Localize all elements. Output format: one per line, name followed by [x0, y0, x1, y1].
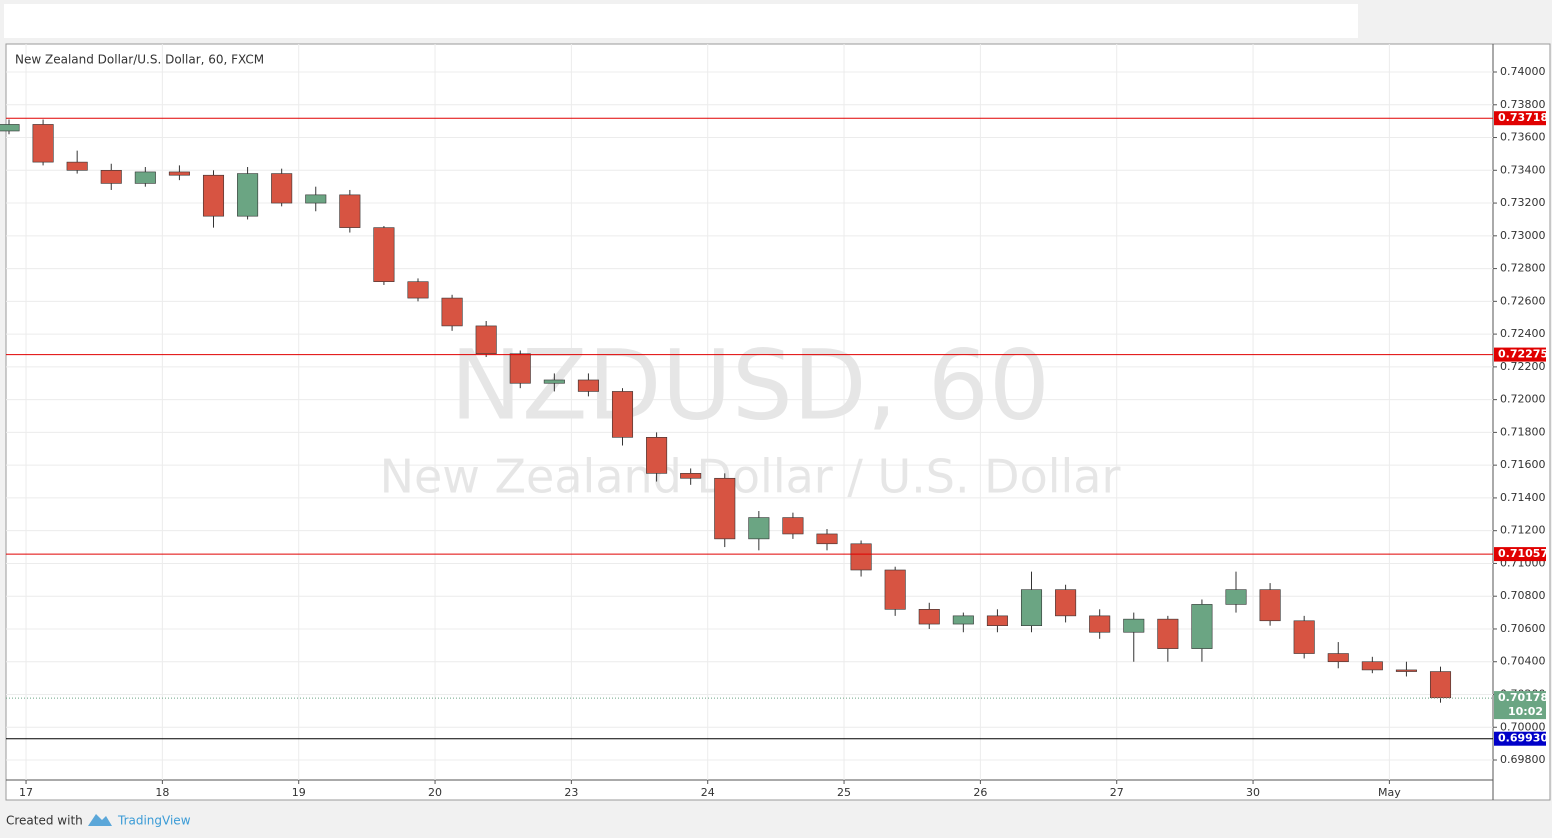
y-tick-label: 0.71400: [1500, 491, 1546, 504]
level-label: 0.71057: [1498, 547, 1548, 560]
candle-body: [0, 124, 20, 132]
candle-body: [441, 297, 463, 327]
candle-body: [32, 124, 54, 163]
y-tick-label: 0.74000: [1500, 65, 1546, 78]
y-tick-label: 0.71800: [1500, 425, 1546, 438]
y-tick-label: 0.72800: [1500, 262, 1546, 275]
candle-body: [407, 281, 429, 299]
tradingview-logo[interactable]: [88, 814, 112, 826]
x-tick-label: 27: [1110, 786, 1124, 799]
candle-body: [373, 227, 395, 282]
candle-body: [1293, 620, 1315, 654]
y-tick-label: 0.73200: [1500, 196, 1546, 209]
level-label: 0.69930: [1498, 732, 1548, 745]
candle-body: [271, 173, 293, 204]
candle-body: [952, 615, 974, 625]
y-tick-label: 0.72600: [1500, 294, 1546, 307]
candle-body: [1020, 589, 1043, 626]
y-tick-label: 0.71200: [1500, 524, 1546, 537]
x-tick-label: 25: [837, 786, 851, 799]
candle-body: [1123, 618, 1145, 633]
y-tick-label: 0.70600: [1500, 622, 1546, 635]
countdown: 10:02: [1508, 705, 1543, 718]
candle-body: [1191, 604, 1213, 649]
candle-body: [339, 194, 361, 228]
candle-body: [202, 174, 225, 217]
candle-body: [680, 473, 702, 479]
x-tick-label: 26: [973, 786, 987, 799]
candle-body: [1089, 615, 1111, 633]
y-tick-label: 0.70400: [1500, 655, 1546, 668]
x-tick-label: 24: [701, 786, 715, 799]
candle-body: [986, 615, 1008, 626]
candle-body: [1327, 653, 1349, 663]
last-price-tag: [1494, 691, 1546, 720]
candle-body: [1259, 589, 1281, 622]
candle-body: [1225, 589, 1247, 605]
candle-body: [66, 161, 88, 171]
y-tick-label: 0.72400: [1500, 327, 1546, 340]
candle-body: [237, 173, 259, 217]
candle-body: [1055, 589, 1077, 617]
y-tick-label: 0.73000: [1500, 229, 1546, 242]
y-tick-label: 0.73600: [1500, 131, 1546, 144]
level-tag: [1494, 731, 1546, 746]
watermark: NZDUSD, 60: [450, 329, 1050, 441]
level-label: 0.72275: [1498, 348, 1548, 361]
candle-body: [918, 609, 940, 625]
x-tick-label: 30: [1246, 786, 1260, 799]
x-tick-label: 17: [19, 786, 33, 799]
candle-body: [1429, 671, 1452, 699]
y-tick-label: 0.71600: [1500, 458, 1546, 471]
candle-body: [850, 543, 872, 571]
candle-body: [782, 517, 804, 535]
candle-body: [168, 171, 190, 176]
candle-body: [611, 391, 634, 438]
candle-body: [816, 533, 838, 545]
y-tick-label: 0.73400: [1500, 163, 1546, 176]
candle-body: [577, 379, 599, 392]
level-tag: [1494, 347, 1546, 362]
footer-text: Created with: [6, 814, 83, 828]
y-tick-label: 0.70800: [1500, 589, 1546, 602]
level-label: 0.73718: [1498, 111, 1548, 124]
toolbar: [4, 4, 1358, 38]
x-tick-label: 19: [292, 786, 306, 799]
candle-body: [714, 477, 736, 540]
y-tick-label: 0.72200: [1500, 360, 1546, 373]
y-tick-label: 0.72000: [1500, 393, 1546, 406]
x-tick-label: 23: [564, 786, 578, 799]
candle-body: [748, 517, 770, 540]
x-tick-label: May: [1378, 786, 1401, 799]
candle-body: [134, 171, 156, 184]
candle-body: [100, 169, 122, 184]
candle-body: [543, 379, 565, 384]
candle-body: [884, 569, 906, 610]
candle-body: [1395, 669, 1417, 672]
candle-body: [646, 437, 668, 474]
last-price-label: 0.70178: [1498, 691, 1548, 704]
watermark-subtitle: New Zealand Dollar / U.S. Dollar: [380, 450, 1121, 504]
chart-title: New Zealand Dollar/U.S. Dollar, 60, FXCM: [15, 53, 264, 67]
candle-body: [305, 194, 327, 204]
x-tick-label: 20: [428, 786, 442, 799]
candle-body: [509, 353, 531, 384]
y-tick-label: 0.70000: [1500, 720, 1546, 733]
footer-brand[interactable]: TradingView: [117, 814, 191, 828]
candle-body: [475, 325, 497, 355]
x-tick-label: 18: [155, 786, 169, 799]
candle-body: [1361, 661, 1383, 671]
level-tag: [1494, 111, 1546, 126]
candle-body: [1157, 618, 1179, 649]
y-tick-label: 0.73800: [1500, 98, 1546, 111]
level-tag: [1494, 547, 1546, 562]
y-tick-label: 0.69800: [1500, 753, 1546, 766]
